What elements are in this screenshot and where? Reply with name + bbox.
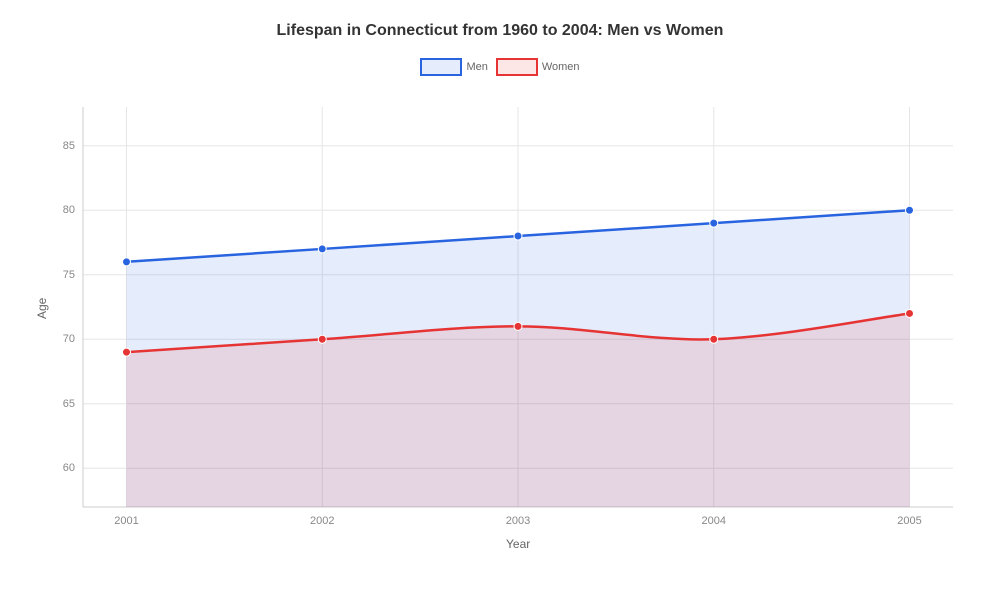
- legend-swatch-women: [496, 58, 538, 76]
- x-tick-label: 2004: [702, 507, 726, 527]
- y-tick-label: 65: [63, 398, 83, 410]
- plot-svg: [83, 107, 953, 507]
- legend-item-women[interactable]: Women: [496, 58, 580, 76]
- x-tick-label: 2003: [506, 507, 530, 527]
- chart-title: Lifespan in Connecticut from 1960 to 200…: [0, 0, 1000, 40]
- legend-item-men[interactable]: Men: [420, 58, 487, 76]
- y-tick-label: 80: [63, 204, 83, 216]
- y-tick-label: 60: [63, 462, 83, 474]
- chart-container: Lifespan in Connecticut from 1960 to 200…: [0, 0, 1000, 600]
- x-tick-label: 2002: [310, 507, 334, 527]
- x-axis-label: Year: [506, 537, 530, 551]
- legend: Men Women: [0, 58, 1000, 76]
- legend-label-women: Women: [542, 61, 580, 73]
- x-tick-label: 2001: [114, 507, 138, 527]
- y-tick-label: 75: [63, 269, 83, 281]
- plot-area: 60657075808520012002200320042005: [83, 107, 953, 507]
- x-tick-label: 2005: [897, 507, 921, 527]
- y-tick-label: 70: [63, 333, 83, 345]
- y-axis-label: Age: [35, 298, 49, 319]
- legend-label-men: Men: [466, 61, 487, 73]
- legend-swatch-men: [420, 58, 462, 76]
- y-tick-label: 85: [63, 140, 83, 152]
